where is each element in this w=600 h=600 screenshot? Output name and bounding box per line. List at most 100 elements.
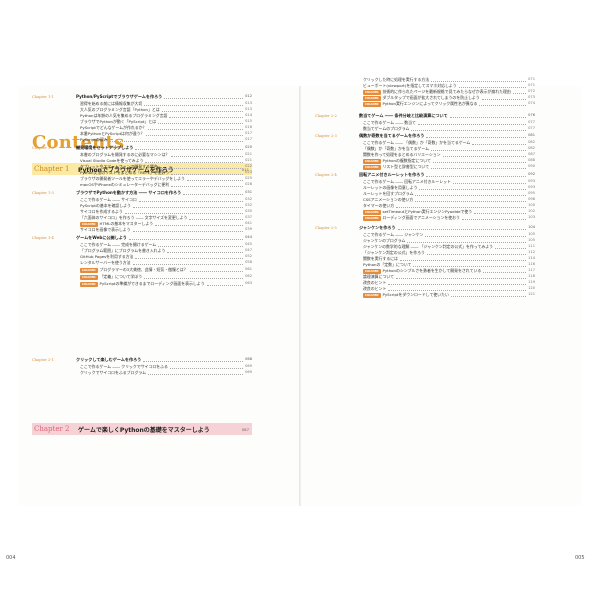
chapter-2-number: Chapter 2: [34, 425, 70, 433]
toc-item: ここで作るゲーム ―― サイコロ 032: [80, 195, 252, 205]
dot-leader: [474, 212, 527, 214]
item-page: 062: [245, 274, 252, 279]
item-page: 045: [245, 242, 252, 247]
dot-leader: [132, 206, 244, 208]
item-page: 035: [245, 209, 252, 214]
dot-leader: [483, 271, 527, 273]
item-page: 074: [528, 101, 535, 106]
dot-leader: [397, 228, 527, 230]
section-number: Chapter 1-3: [32, 191, 54, 195]
section-page: 044: [245, 235, 252, 240]
toc-item: ジャンケンの数学的な理解 ―― 「ジャンケン判定の公式」を作ってみよう 111: [363, 242, 535, 252]
item-title: Pythonは年齢の人気を集めるプログラミング言語: [80, 113, 168, 119]
column-badge: COLUMN: [363, 164, 381, 170]
item-page: 093: [528, 179, 535, 184]
left-page: Contents Chapter 1 Pythonでブラウザゲームを作ろう 01…: [6, 86, 299, 561]
toc-item: タイマーの使い方 100: [363, 201, 535, 211]
item-title: ここで作るゲーム ―― 回転アニメ付きルーレット: [363, 179, 451, 185]
dot-leader: [128, 238, 244, 240]
toc-item: レンタルサーバーを使う方法 058: [80, 258, 252, 268]
section-row: 開発環境をセットアップしよう 020: [76, 143, 252, 153]
item-page: 087: [528, 152, 535, 157]
toc-item: 数当てゲームのプログラム 077: [363, 124, 535, 134]
toc-item: GitHub Pagesを利用する方法 052: [80, 252, 252, 262]
toc-item: COLUMN setTimeoutとPython実行エンジンPyodideで使う 1…: [363, 207, 535, 217]
dot-leader: [449, 116, 527, 118]
section-page: 031: [245, 190, 252, 195]
section-title: ブラウザでPythonを動かす方法 ―― サイコロを作ろう: [76, 189, 182, 195]
dot-leader: [472, 143, 527, 145]
item-title: ここで作るゲーム ―― サイコロ: [80, 197, 137, 203]
column-badge: COLUMN: [363, 215, 381, 221]
item-page: 098: [528, 197, 535, 202]
item-page: 082: [528, 140, 535, 145]
toc-item: ここで作るゲーム ―― 「偶数」か「奇数」かを当てるゲーム 082: [363, 138, 535, 148]
dot-leader: [189, 270, 244, 272]
item-title: Pythonのシンプルさを勇者を生かして開発をされている: [382, 268, 482, 274]
item-page: 112: [528, 250, 535, 255]
toc-item: COLUMN 「定義」について学ぼう 062: [80, 272, 252, 282]
dot-leader: [426, 175, 527, 177]
toc-item: COLUMN Python実行エンジンによってクリック属性名が異なる 074: [363, 99, 535, 109]
item-title: リスト型と辞書型について: [382, 164, 430, 170]
right-page-number: 005: [575, 555, 585, 561]
dot-leader: [432, 161, 527, 163]
dot-leader: [431, 149, 527, 151]
section-title: ゲームをWebに公開しよう: [76, 234, 127, 240]
item-title: Pythonの「定数」について: [363, 262, 412, 268]
item-title: 関数を実行するには: [363, 256, 399, 262]
toc-item: サイコロを作成するよう 035: [80, 207, 252, 217]
toc-item: ルーレットを回すプログラム 095: [363, 189, 535, 199]
dot-leader: [458, 86, 527, 88]
item-title: ブラウザでPythonが動く「PyScript」とは: [80, 119, 157, 125]
column-badge: COLUMN: [363, 158, 381, 164]
item-title: CSSアニメーションの使い方: [363, 197, 414, 203]
section-title: 回転アニメ付きルーレットを作ろう: [359, 171, 425, 177]
toc-item: 論理演算について 118: [363, 272, 535, 282]
toc-item: ジャンケンのプログラム 105: [363, 236, 535, 246]
section-row: 数当てゲーム ―― 条件分岐と比較演算について 076: [359, 111, 535, 121]
item-page: 116: [528, 262, 535, 267]
item-page: 117: [528, 268, 535, 273]
chapter-1-title: Pythonでブラウザゲームを作ろう: [78, 166, 174, 174]
dot-leader: [169, 367, 244, 369]
toc-item: ブラウザでPythonが動く「PyScript」とは 015: [80, 117, 252, 127]
chapter-1-page: 011: [241, 166, 249, 172]
dot-leader: [159, 167, 244, 169]
dot-leader: [431, 80, 527, 82]
dot-leader: [186, 179, 244, 181]
dot-leader: [388, 283, 527, 285]
chapter-2-header: Chapter 2 ゲームで楽しくPythonの基礎をマスターしよう 067: [32, 423, 252, 435]
dot-leader: [169, 116, 244, 118]
section-page: 020: [245, 145, 252, 150]
item-page: 105: [528, 238, 535, 243]
item-page: 103: [528, 215, 535, 220]
section-number: Chapter 1-2: [32, 146, 54, 150]
section-page: 076: [528, 113, 535, 118]
toc-item: 本書のプログラムを開発するのに必要なマシンは？ 021: [80, 150, 252, 160]
toc-item: 「六面体のサイコロ」を作ろう ―― 文字サイズを変更しよう 037: [80, 213, 252, 223]
item-title: ジャンケンのプログラム: [363, 238, 406, 244]
item-title: ジャンケンの数学的な理解 ―― 「ジャンケン判定の公式」を作ってみよう: [363, 244, 494, 250]
dot-leader: [425, 235, 527, 237]
section-row: ゲームをWebに公開しよう 044: [76, 233, 252, 243]
section-page: 092: [528, 172, 535, 177]
item-page: 071: [528, 77, 535, 82]
dot-leader: [148, 128, 244, 130]
dot-leader: [167, 251, 244, 253]
dot-leader: [479, 104, 527, 106]
toc-item: COLUMN PyScriptの準備ができるまでローディング画面を表示しよう 063: [80, 279, 252, 289]
item-title: ルーレットの画像を用意しよう: [363, 185, 418, 191]
dot-leader: [164, 97, 244, 99]
item-page: 118: [528, 274, 535, 279]
item-title: macOSやiPhoneのシミュレーターデバッグに便利: [80, 182, 170, 188]
dot-leader: [461, 218, 527, 220]
item-page: 022: [245, 164, 252, 169]
item-page: 014: [245, 113, 252, 118]
toc-item: COLUMN リスト型と辞書型について 090: [363, 162, 535, 172]
toc-item: 「ジャンケン判定の公式」を作ろう 112: [363, 248, 535, 258]
item-page: 121: [528, 292, 535, 297]
dot-leader: [144, 277, 244, 279]
column-badge: COLUMN: [363, 101, 381, 107]
dot-leader: [158, 122, 244, 124]
